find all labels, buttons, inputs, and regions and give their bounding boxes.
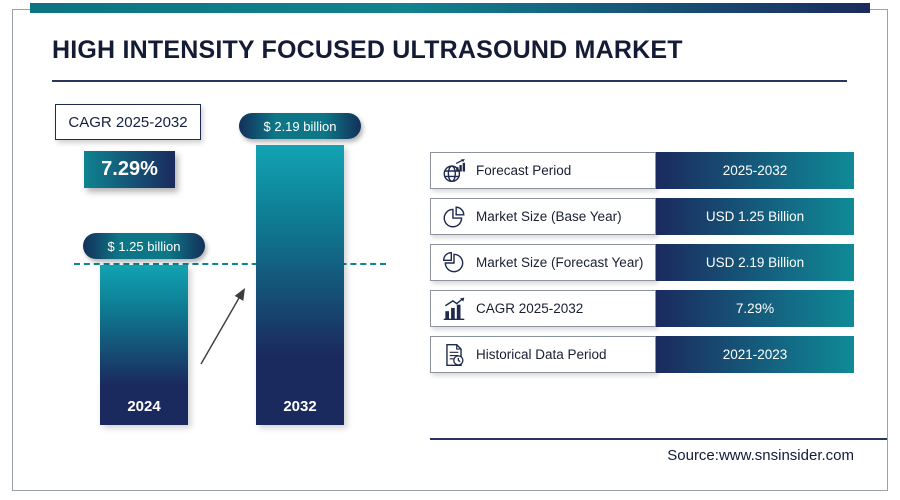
top-accent-bar [30, 3, 870, 13]
row-label: CAGR 2025-2032 [476, 301, 584, 316]
bar-category-label: 2032 [283, 398, 317, 415]
row-label: Market Size (Forecast Year) [476, 255, 644, 270]
table-row: Historical Data Period 2021-2023 [430, 336, 854, 373]
table-row: Forecast Period 2025-2032 [430, 152, 854, 189]
row-label-cell: Historical Data Period [430, 336, 656, 373]
row-label: Historical Data Period [476, 347, 607, 362]
globe-chart-icon [441, 158, 467, 184]
row-label-cell: Market Size (Forecast Year) [430, 244, 656, 281]
row-value: 2025-2032 [656, 152, 854, 189]
document-clock-icon [441, 342, 467, 368]
source-divider [430, 438, 887, 440]
bar-growth-icon [441, 296, 467, 322]
table-row: CAGR 2025-2032 7.29% [430, 290, 854, 327]
bar-value-pill-2032: $ 2.19 billion [239, 113, 361, 139]
table-row: Market Size (Forecast Year) USD 2.19 Bil… [430, 244, 854, 281]
row-value: 2021-2023 [656, 336, 854, 373]
pie-chart-icon [441, 204, 467, 230]
reference-line [74, 263, 386, 265]
bar-value-pill-2024: $ 1.25 billion [83, 233, 205, 259]
page-title: HIGH INTENSITY FOCUSED ULTRASOUND MARKET [52, 36, 683, 64]
bar-2032: 2032 [256, 145, 344, 425]
stats-table: Forecast Period 2025-2032 Market Size (B… [430, 152, 854, 373]
row-label-cell: Market Size (Base Year) [430, 198, 656, 235]
row-value: USD 2.19 Billion [656, 244, 854, 281]
growth-arrow-icon [200, 288, 245, 365]
table-row: Market Size (Base Year) USD 1.25 Billion [430, 198, 854, 235]
row-value: USD 1.25 Billion [656, 198, 854, 235]
bar-2024: 2024 [100, 265, 188, 425]
row-label: Market Size (Base Year) [476, 209, 622, 224]
bar-category-label: 2024 [127, 398, 161, 415]
row-value: 7.29% [656, 290, 854, 327]
cagr-value-box: 7.29% [84, 151, 175, 188]
title-divider [52, 80, 847, 82]
pie-chart-exploded-icon [441, 250, 467, 276]
row-label-cell: CAGR 2025-2032 [430, 290, 656, 327]
row-label-cell: Forecast Period [430, 152, 656, 189]
cagr-label-box: CAGR 2025-2032 [55, 104, 201, 140]
source-text: Source:www.snsinsider.com [667, 447, 854, 464]
row-label: Forecast Period [476, 163, 572, 178]
